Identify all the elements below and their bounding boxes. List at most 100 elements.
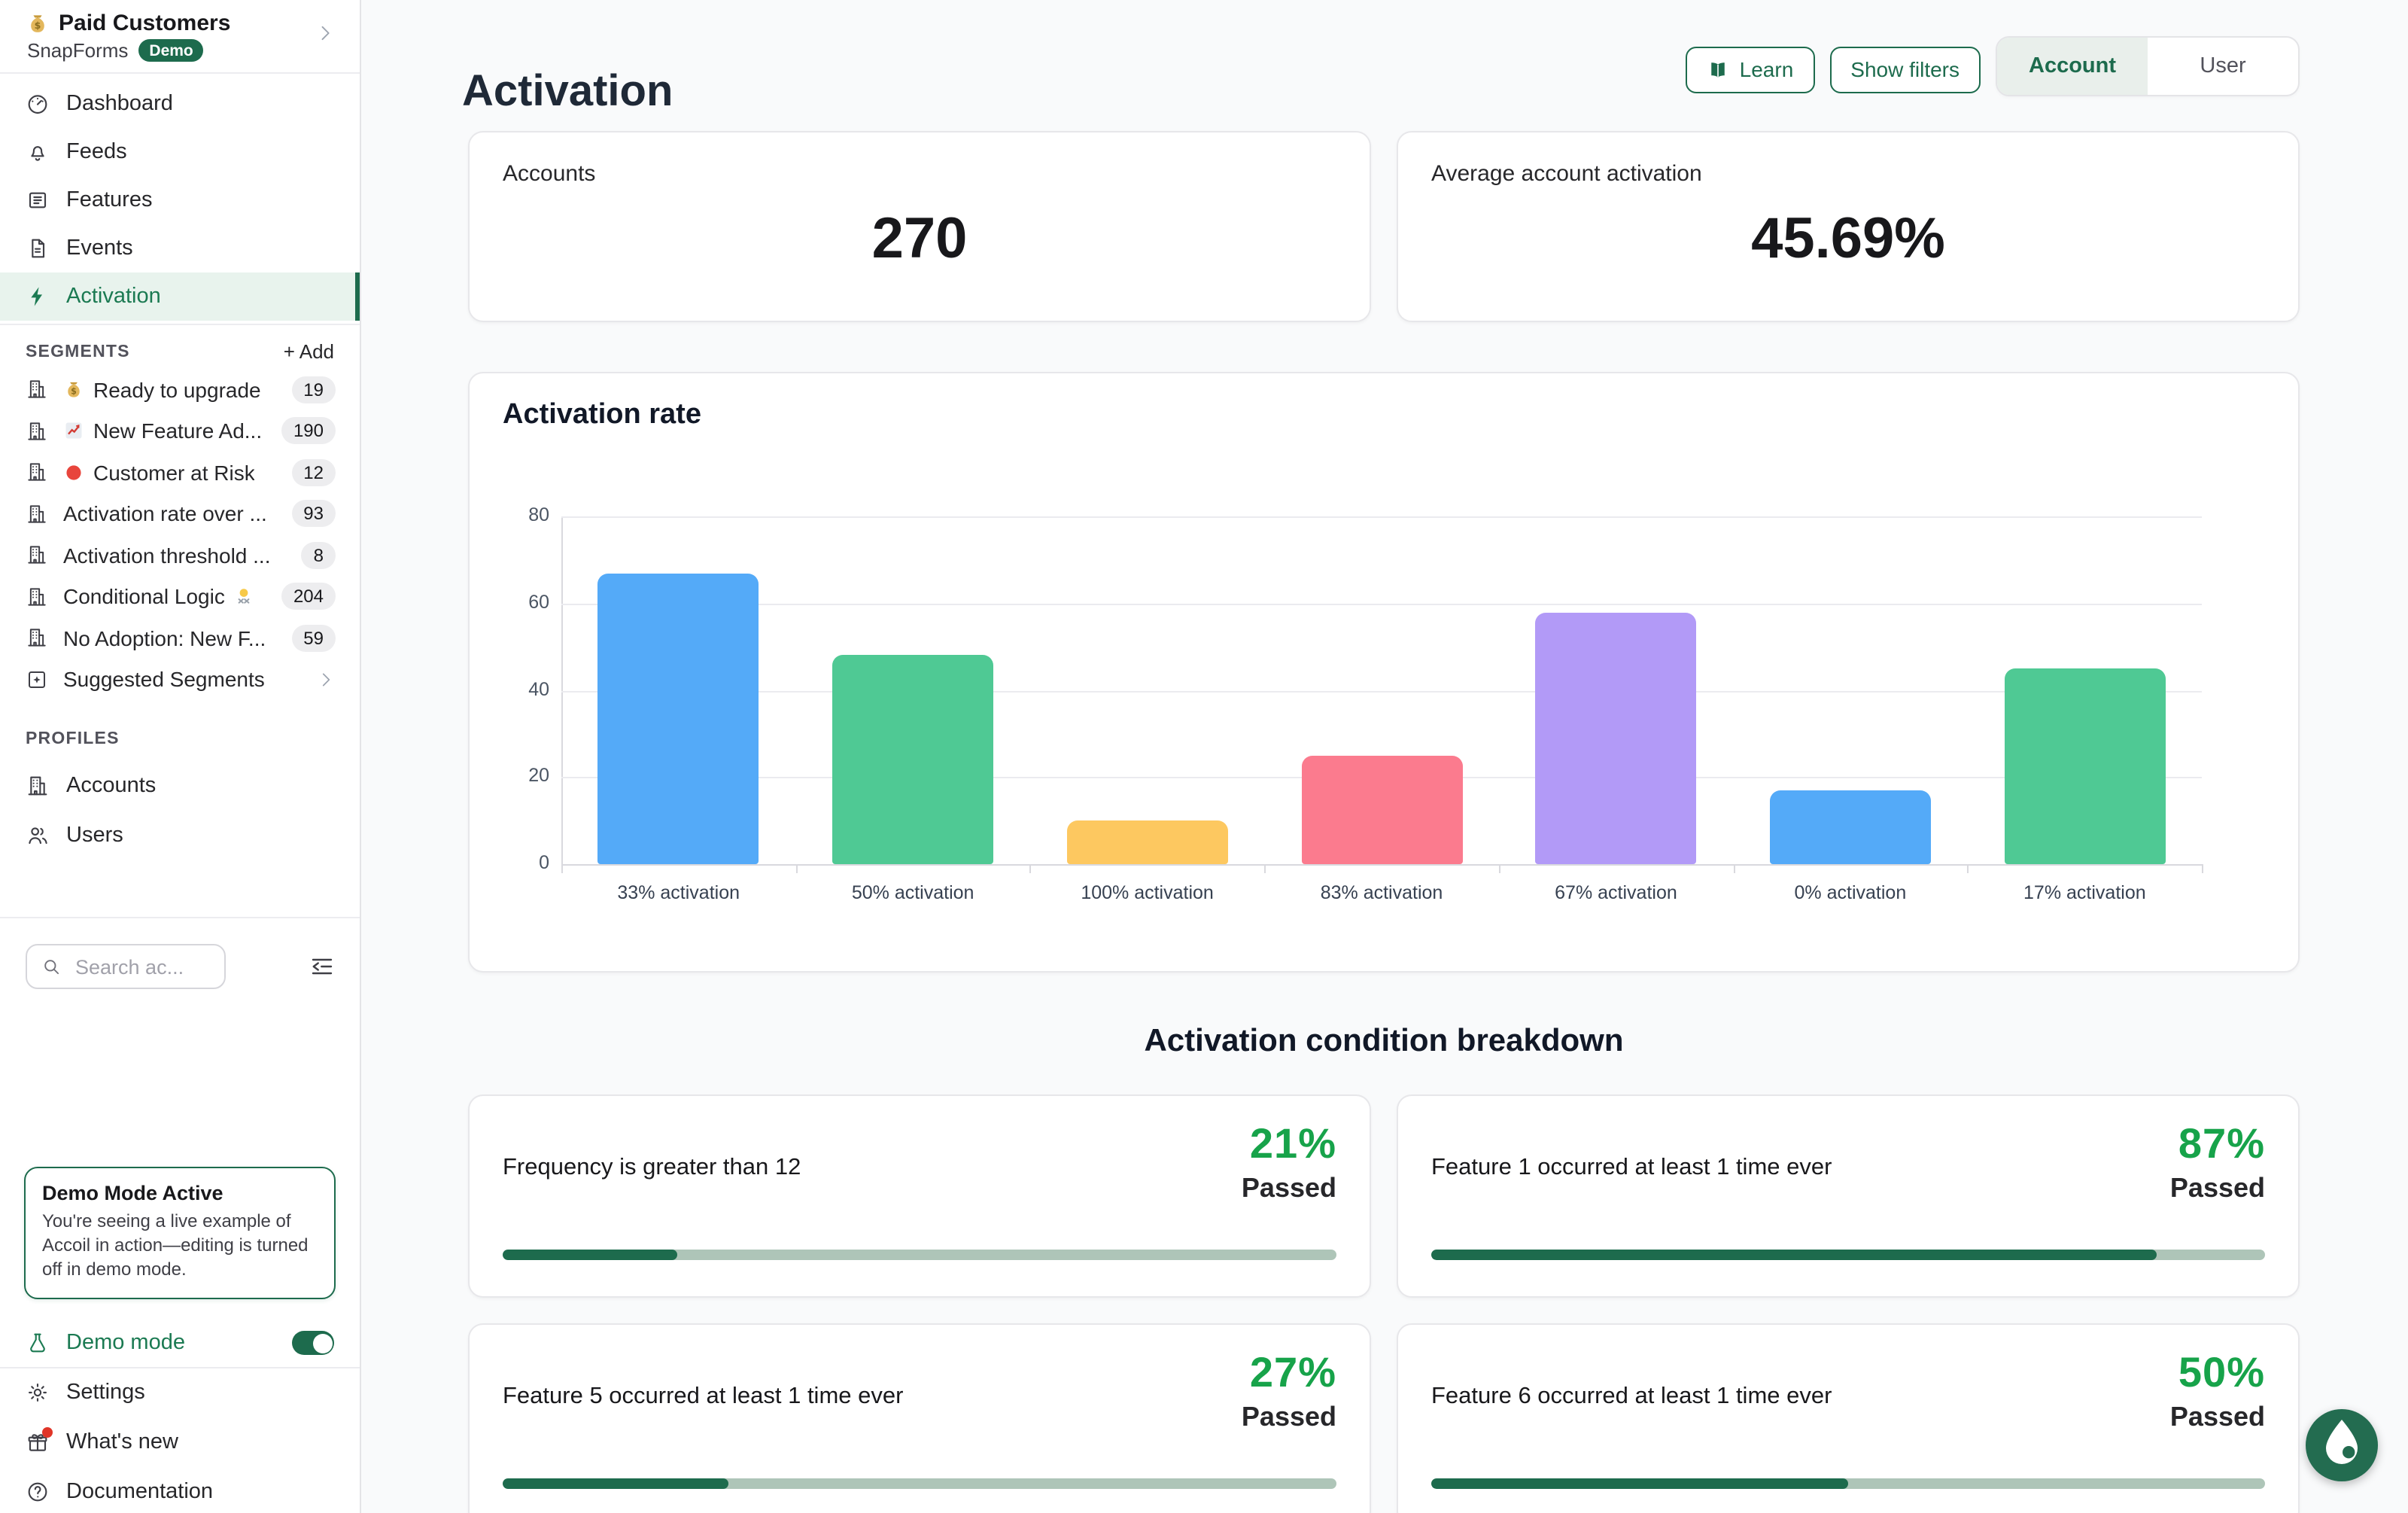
profile-label: Accounts: [66, 773, 157, 797]
nav-label: Feeds: [66, 140, 127, 164]
demo-mode-banner: Demo Mode Active You're seeing a live ex…: [24, 1167, 336, 1299]
x-axis-labels: 33% activation 50% activation 100% activat…: [561, 882, 2202, 903]
condition-percent: 21%: [1249, 1120, 1336, 1167]
segment-count-badge: 190: [281, 417, 336, 445]
bar-17-activation[interactable]: [2004, 668, 2166, 864]
bar-0-activation[interactable]: [1769, 790, 1931, 864]
money-bag-icon: $: [26, 11, 50, 35]
sidebar-item-accounts[interactable]: Accounts: [0, 760, 360, 810]
condition-progress-bar: [1431, 1478, 2265, 1489]
add-segment-button[interactable]: + Add: [283, 340, 334, 363]
money-bag-icon: $: [63, 379, 84, 400]
gridline: [561, 864, 2202, 866]
gear-icon: [26, 1380, 50, 1404]
sidebar-item-events[interactable]: Events: [0, 224, 360, 272]
sidebar-segment-item[interactable]: Activation rate over ... 93: [0, 493, 360, 534]
chevron-right-icon: [316, 670, 336, 690]
y-tick-label: 40: [528, 678, 549, 699]
sidebar-item-feeds[interactable]: Feeds: [0, 128, 360, 176]
condition-percent: 27%: [1249, 1349, 1336, 1396]
bars-container: [561, 516, 2202, 864]
demo-mode-label: Demo mode: [66, 1331, 185, 1355]
account-search[interactable]: [26, 944, 226, 989]
profiles-section-title: PROFILES: [26, 730, 120, 748]
segment-label: Customer at Risk: [93, 460, 255, 485]
condition-card: Frequency is greater than 12 21% Passed: [468, 1094, 1371, 1298]
bar-83-activation[interactable]: [1301, 755, 1463, 864]
segment-count-badge: 19: [291, 376, 336, 403]
chevron-right-icon[interactable]: [315, 23, 336, 44]
sidebar-item-settings[interactable]: Settings: [0, 1367, 360, 1417]
building-icon: [26, 586, 48, 608]
sidebar-segment-item[interactable]: $ Ready to upgrade 19: [0, 369, 360, 410]
gauge-icon: [26, 92, 50, 116]
segment-count-badge: 8: [301, 541, 336, 569]
sidebar-item-what-s-new[interactable]: What's new: [0, 1417, 360, 1466]
svg-text:$: $: [71, 386, 77, 396]
demo-badge: Demo: [138, 39, 204, 62]
condition-card: Feature 5 occurred at least 1 time ever …: [468, 1323, 1371, 1513]
sidebar-item-documentation[interactable]: Documentation: [0, 1466, 360, 1513]
building-icon: [26, 379, 48, 401]
primary-nav: Dashboard Feeds Features Events Activati…: [0, 74, 360, 321]
segment-count-badge: 59: [291, 624, 336, 652]
sidebar-item-features[interactable]: Features: [0, 176, 360, 224]
demo-banner-title: Demo Mode Active: [42, 1182, 223, 1204]
profiles-list: Accounts Users: [0, 760, 360, 860]
file-icon: [26, 236, 50, 260]
collapse-sidebar-icon[interactable]: [309, 953, 336, 980]
condition-passed-label: Passed: [2169, 1173, 2265, 1203]
y-tick-label: 20: [528, 765, 549, 787]
building-icon: [26, 503, 48, 525]
toggle-option-account[interactable]: Account: [1997, 38, 2148, 95]
stat-label: Average account activation: [1431, 161, 1702, 187]
bar-33-activation[interactable]: [597, 573, 759, 864]
workspace-switcher[interactable]: $ Paid Customers SnapForms Demo: [0, 0, 360, 74]
bar-67-activation[interactable]: [1535, 612, 1697, 864]
nav-label: Features: [66, 188, 153, 212]
page-title: Activation: [462, 68, 673, 117]
toggle-option-user[interactable]: User: [2200, 54, 2246, 78]
sidebar-item-activation[interactable]: Activation: [0, 272, 360, 321]
building-icon: [26, 420, 48, 443]
building-icon: [26, 544, 48, 567]
search-icon: [41, 956, 62, 977]
demo-mode-toggle[interactable]: [292, 1331, 334, 1355]
condition-label: Feature 5 occurred at least 1 time ever: [503, 1383, 904, 1408]
sidebar-segment-item[interactable]: Conditional Logic 204: [0, 576, 360, 617]
sidebar-item-dashboard[interactable]: Dashboard: [0, 80, 360, 128]
footer-label: Documentation: [66, 1479, 214, 1503]
condition-label: Frequency is greater than 12: [503, 1154, 801, 1180]
segment-count-badge: 12: [291, 458, 336, 486]
building-icon: [26, 461, 48, 484]
search-input[interactable]: [72, 954, 211, 979]
sidebar-segment-item[interactable]: Activation threshold ... 8: [0, 534, 360, 576]
features-icon: [26, 188, 50, 212]
show-filters-button[interactable]: Show filters: [1829, 46, 1981, 93]
condition-label: Feature 1 occurred at least 1 time ever: [1431, 1154, 1832, 1180]
nav-label: Activation: [66, 285, 161, 309]
learn-button[interactable]: Learn: [1685, 46, 1815, 93]
condition-percent: 87%: [2178, 1120, 2265, 1167]
bar-50-activation[interactable]: [832, 655, 994, 864]
gridline: [561, 603, 2202, 605]
condition-label: Feature 6 occurred at least 1 time ever: [1431, 1383, 1832, 1408]
notification-dot: [42, 1426, 53, 1437]
bar-100-activation[interactable]: [1066, 820, 1228, 864]
sidebar-item-users[interactable]: Users: [0, 810, 360, 860]
red-circle-icon: [63, 462, 84, 483]
sidebar-segment-item[interactable]: Customer at Risk 12: [0, 452, 360, 493]
segment-label: Activation threshold ...: [63, 543, 271, 568]
condition-card: Feature 6 occurred at least 1 time ever …: [1397, 1323, 2300, 1513]
gridline: [561, 516, 2202, 518]
sidebar-segment-item[interactable]: No Adoption: New F... 59: [0, 617, 360, 659]
account-user-toggle: Account User: [1996, 36, 2300, 96]
condition-progress-bar: [1431, 1250, 2265, 1260]
divider: [0, 917, 360, 918]
shrug-icon: [234, 586, 255, 607]
sidebar-segment-item[interactable]: New Feature Ad... 190: [0, 410, 360, 452]
support-chat-button[interactable]: [2306, 1409, 2378, 1481]
x-tick-label: 0% activation: [1794, 882, 1907, 903]
sidebar-item-suggested-segments[interactable]: Suggested Segments: [0, 659, 360, 700]
